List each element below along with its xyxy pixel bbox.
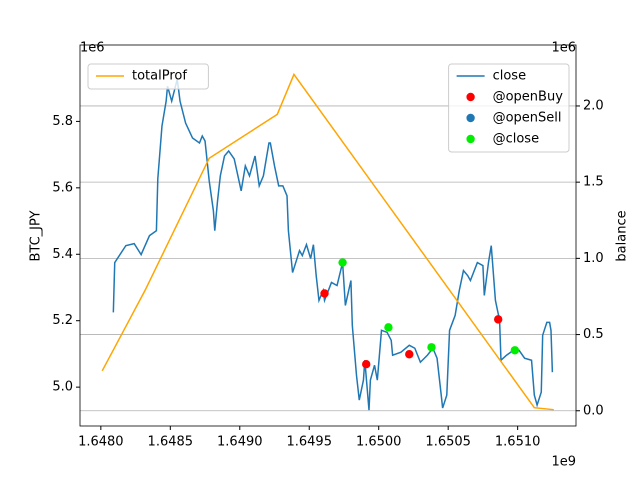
scatter-point [427, 343, 436, 352]
y-offset-label: 1e6 [80, 41, 105, 56]
y-tick-label: 5.4 [52, 247, 73, 262]
legend-label: totalProf [132, 69, 187, 84]
scatter-point [362, 360, 371, 369]
y-tick-label: 5.0 [52, 380, 73, 395]
y-tick-label: 5.2 [52, 313, 73, 328]
y2-tick-label: 0.5 [583, 327, 604, 342]
y2-tick-label: 1.5 [583, 175, 604, 190]
scatter-point [338, 258, 347, 267]
x-tick-label: 1.6495 [286, 435, 332, 450]
y2-tick-label: 0.0 [583, 403, 604, 418]
legend-swatch [466, 113, 475, 123]
scatter-point [320, 289, 329, 298]
legend-label: @openSell [493, 111, 562, 126]
y2-axis-label: balance [615, 210, 630, 261]
legend-box [87, 63, 209, 90]
y-axis-label: BTC_JPY [29, 210, 44, 261]
legend-label: @close [493, 132, 539, 147]
x-tick-label: 1.6485 [148, 435, 194, 450]
legend-label: close [493, 69, 526, 84]
x-tick-label: 1.6505 [425, 435, 471, 450]
x-tick-label: 1.6500 [356, 435, 402, 450]
legend-label: @openBuy [493, 90, 564, 105]
y2-offset-label: 1e6 [551, 41, 576, 56]
scatter-point [493, 315, 503, 324]
scatter-point [384, 323, 393, 332]
y2-tick-label: 2.0 [583, 98, 604, 113]
scatter-point [405, 350, 414, 359]
legend-swatch [466, 92, 475, 102]
x-offset-label: 1e9 [551, 455, 576, 470]
x-tick-label: 1.6480 [78, 435, 124, 450]
plot-frame [79, 44, 577, 427]
x-tick-label: 1.6510 [495, 435, 541, 450]
legend-box [448, 63, 570, 153]
y-tick-label: 5.8 [52, 114, 73, 129]
scatter-point [510, 346, 520, 355]
y2-tick-label: 1.0 [583, 251, 604, 266]
x-tick-label: 1.6490 [217, 435, 263, 450]
line-series [101, 72, 554, 411]
y-tick-label: 5.6 [52, 180, 73, 195]
legend-swatch [466, 134, 475, 144]
